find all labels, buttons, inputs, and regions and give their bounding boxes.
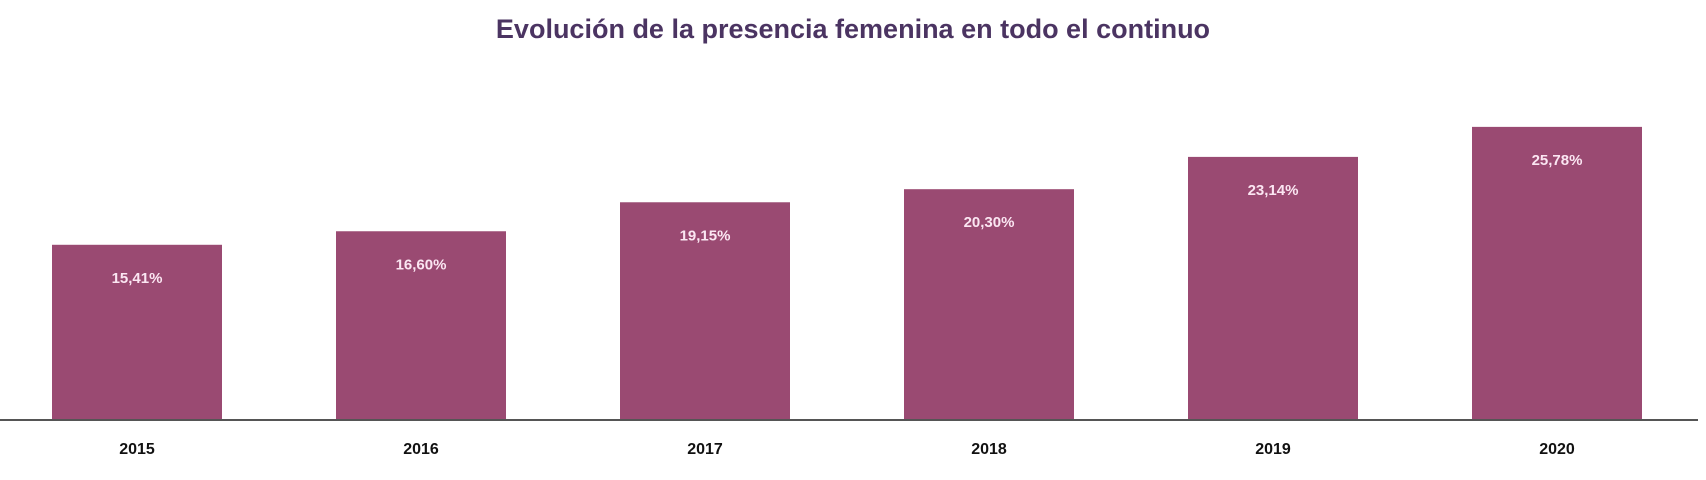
x-tick-label: 2019 [1255, 441, 1291, 458]
x-tick-label: 2015 [119, 441, 155, 458]
bar-2017 [620, 202, 790, 420]
data-label-2019: 23,14% [1248, 182, 1299, 199]
bar-2020 [1472, 126, 1642, 420]
bar-2016 [336, 231, 506, 420]
data-label-2018: 20,30% [964, 214, 1015, 231]
bar-2015 [52, 244, 222, 420]
bar-2019 [1188, 156, 1358, 420]
data-label-2016: 16,60% [396, 256, 447, 273]
bar-2018 [904, 189, 1074, 420]
x-tick-label: 2017 [687, 441, 723, 458]
x-tick-label: 2020 [1539, 441, 1575, 458]
x-tick-label: 2018 [971, 441, 1007, 458]
x-tick-label: 2016 [403, 441, 439, 458]
data-label-2015: 15,41% [112, 270, 163, 287]
data-label-2020: 25,78% [1532, 152, 1583, 169]
data-label-2017: 19,15% [680, 227, 731, 244]
chart-title: Evolución de la presencia femenina en to… [495, 14, 1211, 44]
